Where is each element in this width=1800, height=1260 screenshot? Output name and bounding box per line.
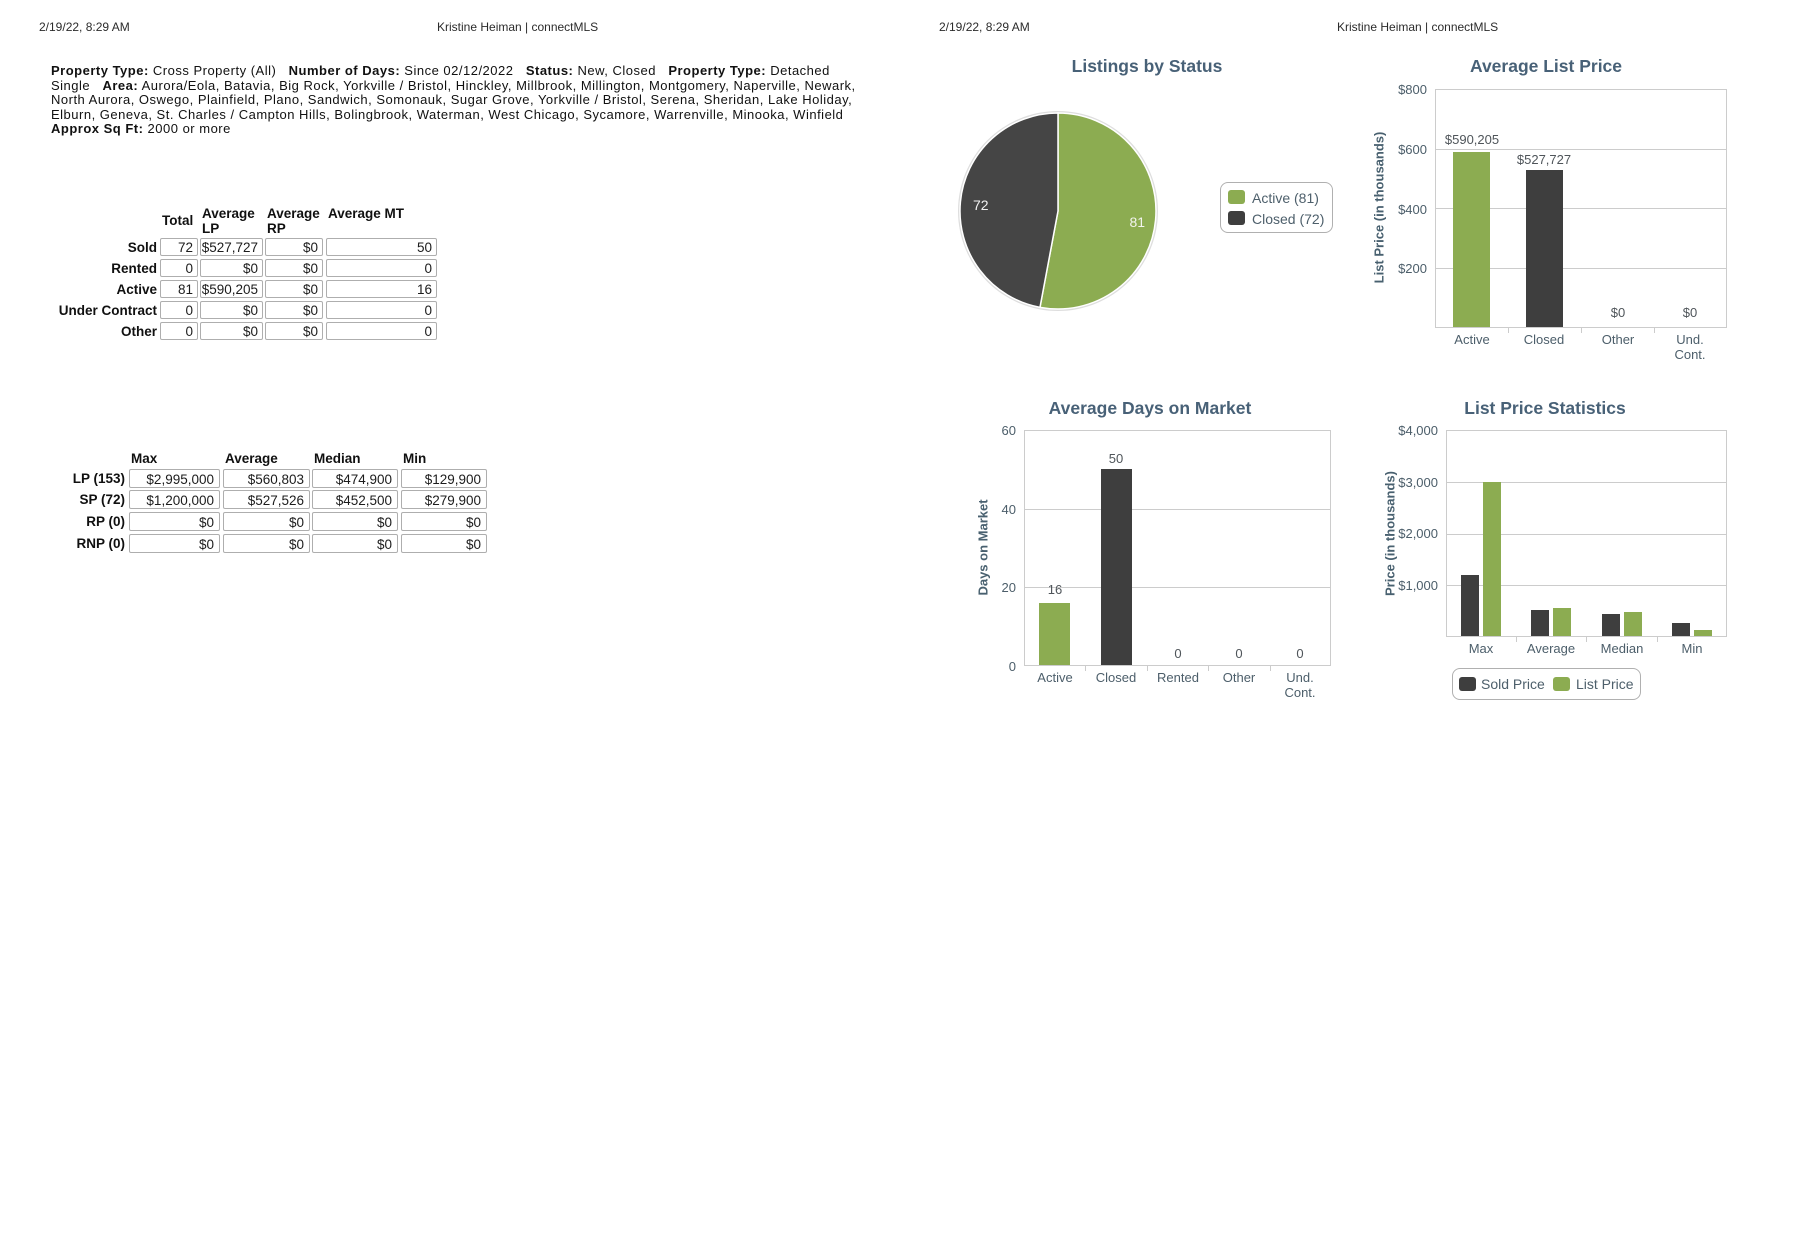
svg-text:72: 72	[973, 197, 989, 213]
svg-text:81: 81	[1130, 214, 1146, 230]
